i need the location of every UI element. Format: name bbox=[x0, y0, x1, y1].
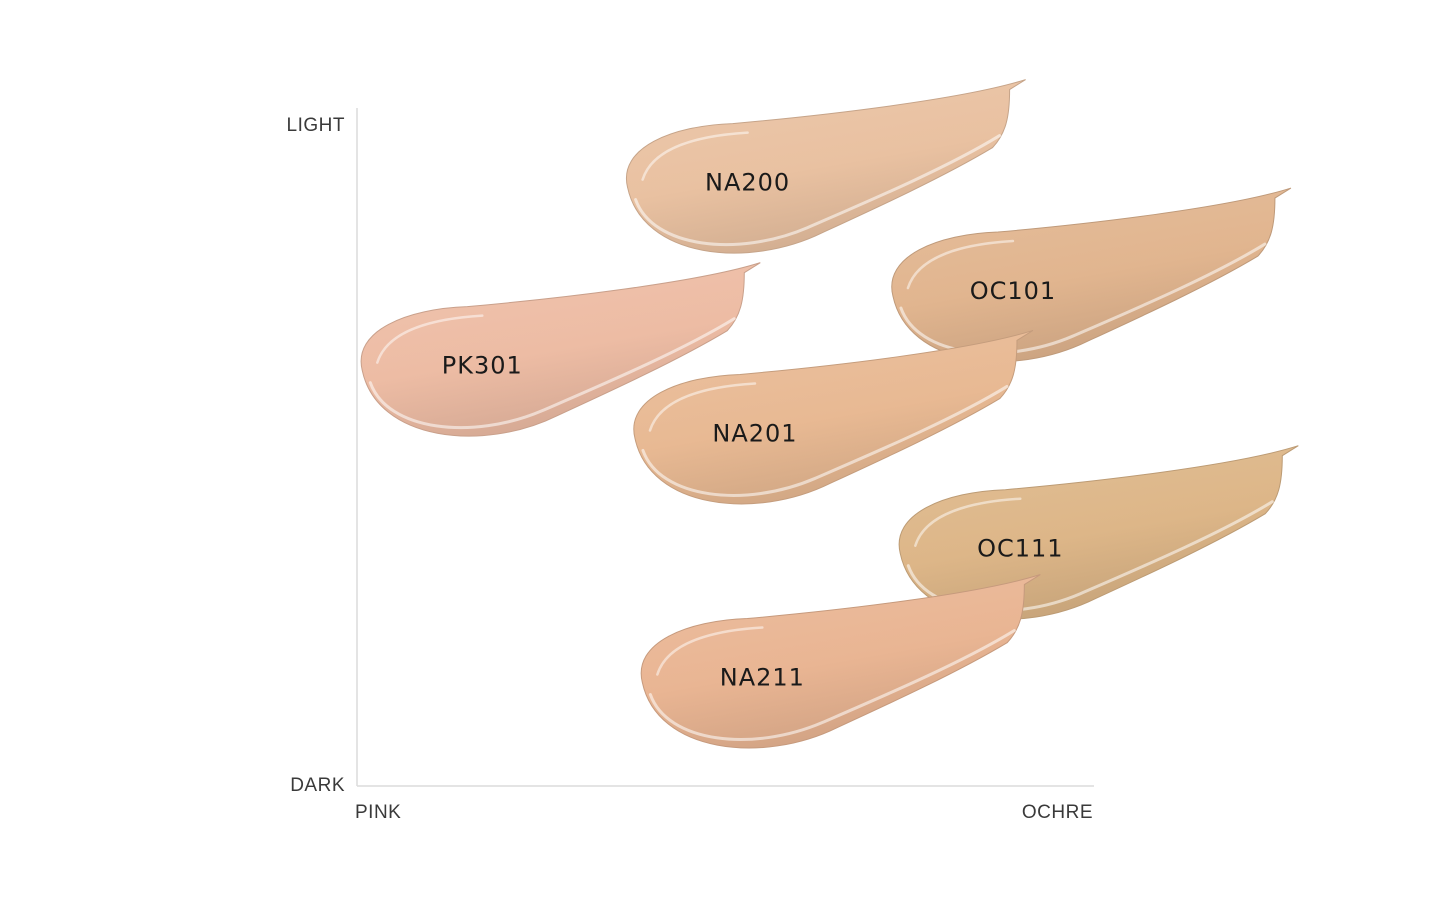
swatch-gloss-oc111 bbox=[914, 497, 1022, 547]
y-axis-min-label: DARK bbox=[290, 775, 345, 796]
swatch-shape-oc111 bbox=[898, 445, 1299, 620]
y-axis-max-label: LIGHT bbox=[287, 115, 345, 136]
swatch-shape-pk301 bbox=[360, 262, 761, 437]
swatch-gloss-oc101 bbox=[906, 239, 1015, 290]
swatch-pk301 bbox=[360, 262, 761, 437]
swatch-shape-oc101 bbox=[891, 187, 1292, 363]
swatch-highlight-oc101 bbox=[899, 242, 1267, 355]
swatch-shape-na201 bbox=[633, 329, 1034, 505]
swatch-highlight-na201 bbox=[641, 384, 1009, 497]
swatch-oc101 bbox=[891, 187, 1292, 363]
swatch-highlight-na200 bbox=[634, 134, 1002, 247]
swatch-shape-na200 bbox=[625, 79, 1026, 254]
swatch-gloss-na200 bbox=[641, 131, 749, 181]
swatch-highlight-pk301 bbox=[368, 317, 736, 430]
x-axis-min-label: PINK bbox=[355, 802, 401, 823]
swatch-shape-na211 bbox=[640, 574, 1041, 749]
shade-swatches: NA200 OC101 PK301 NA201 OC111 NA211 bbox=[360, 79, 1299, 749]
swatch-label-oc111: OC111 bbox=[977, 535, 1063, 563]
swatch-label-pk301: PK301 bbox=[442, 352, 523, 380]
swatch-na211 bbox=[640, 574, 1041, 749]
swatch-gloss-na211 bbox=[656, 626, 764, 676]
swatch-na201 bbox=[633, 329, 1034, 505]
swatch-na200 bbox=[625, 79, 1026, 254]
swatch-gloss-pk301 bbox=[376, 314, 484, 364]
swatch-label-oc101: OC101 bbox=[970, 277, 1056, 305]
swatch-label-na201: NA201 bbox=[712, 419, 797, 447]
chart-axes: LIGHT DARK PINK OCHRE bbox=[287, 108, 1094, 823]
swatch-label-na211: NA211 bbox=[720, 664, 805, 692]
swatch-highlight-na211 bbox=[648, 629, 1016, 741]
swatch-label-na200: NA200 bbox=[705, 169, 790, 197]
swatch-gloss-na201 bbox=[648, 382, 757, 432]
x-axis-max-label: OCHRE bbox=[1022, 802, 1093, 823]
